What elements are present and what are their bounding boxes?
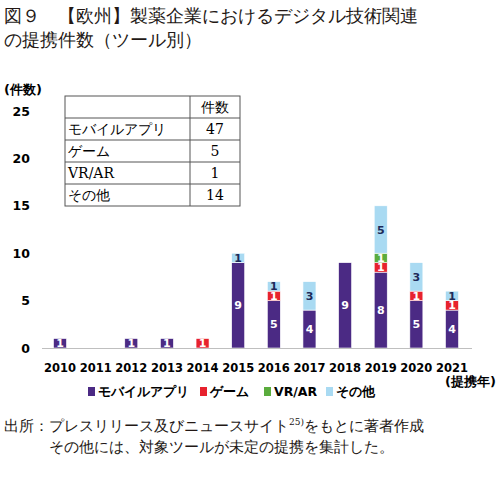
table-cell: モバイルアプリ xyxy=(68,121,166,137)
table-cell: その他 xyxy=(68,187,110,203)
data-label: 5 xyxy=(377,224,385,237)
legend-swatch xyxy=(326,387,333,396)
y-tick-label: 20 xyxy=(13,151,31,166)
table-cell: 5 xyxy=(211,143,220,159)
bar-segment xyxy=(89,348,102,349)
x-axis-line xyxy=(42,348,472,349)
source-text: 25) xyxy=(289,417,304,427)
title-line: 図９ 【欧州】製薬企業におけるデジタル技術関連 xyxy=(4,4,496,28)
data-label: 9 xyxy=(234,299,242,312)
bar-segment xyxy=(374,206,387,253)
x-tick-label: 2018 xyxy=(329,361,361,375)
source: 出所：プレスリリース及びニュースサイト25)をもとに著者作成 xyxy=(4,412,496,437)
x-tick-label: 2013 xyxy=(151,361,183,375)
table-cell: ゲーム xyxy=(68,143,110,159)
table-line xyxy=(190,96,191,206)
y-tick-label: 25 xyxy=(13,104,30,119)
data-label: 1 xyxy=(377,252,385,265)
x-tick-label: 2014 xyxy=(187,361,219,375)
table-line xyxy=(65,118,240,119)
data-label: 8 xyxy=(377,304,385,317)
data-label: 5 xyxy=(270,318,278,331)
legend-label: ゲーム xyxy=(209,384,249,399)
x-tick-label: 2011 xyxy=(80,361,112,375)
source-text: プレスリリース及びニュースサイト xyxy=(49,418,289,434)
table: 件数モバイルアプリ 47 ゲーム 5 VR/AR 1 その他 14 xyxy=(65,96,240,206)
legend: モバイルアプリ ゲーム VR/AR その他 xyxy=(88,384,376,399)
bars xyxy=(54,206,459,348)
bar-segment xyxy=(339,263,352,348)
legend-swatch xyxy=(264,387,271,396)
data-label: 3 xyxy=(306,290,314,303)
x-tick-label: 2016 xyxy=(258,361,290,375)
y-tick-label: 10 xyxy=(13,246,31,261)
table-frame xyxy=(65,96,240,206)
legend-label: その他 xyxy=(336,384,376,399)
data-label: 3 xyxy=(413,271,421,284)
table-cell: 1 xyxy=(211,165,220,181)
table-line xyxy=(65,184,240,185)
legend-label: モバイルアプリ xyxy=(98,384,189,399)
x-tick-label: 2020 xyxy=(400,361,432,375)
data-label: 1 xyxy=(448,290,456,303)
y-tick-label: 15 xyxy=(13,198,30,213)
source-text: をもとに著者作成 xyxy=(304,418,424,434)
y-tick-label: 0 xyxy=(21,341,30,356)
data-label: 9 xyxy=(341,299,349,312)
note: その他には、対象ツールが未定の提携を集計した。 xyxy=(4,437,496,458)
data-label: 4 xyxy=(306,323,314,336)
table-line xyxy=(65,162,240,163)
chart: (件数)051015202511119151143981155134112010… xyxy=(0,0,500,491)
legend-swatch xyxy=(88,387,95,396)
bar-segment xyxy=(339,262,352,263)
y-tick-label: 5 xyxy=(21,293,30,308)
bar-segment xyxy=(374,272,387,348)
notes: 出所：プレスリリース及びニュースサイト25)をもとに著者作成その他には、対象ツー… xyxy=(4,412,496,458)
x-tick-label: 2012 xyxy=(115,361,147,375)
y-axis-label: (件数) xyxy=(4,82,42,97)
bar-segment xyxy=(89,348,102,349)
x-tick-label: 2010 xyxy=(44,361,76,375)
data-label: 5 xyxy=(413,318,421,331)
bar-segment xyxy=(339,262,352,263)
x-axis-label: (提携年) xyxy=(445,374,496,389)
data-label: 4 xyxy=(448,323,456,336)
table-header: 件数 xyxy=(201,99,229,115)
bar-segment xyxy=(410,301,423,348)
bar-segment xyxy=(89,348,102,349)
source-text: 出所： xyxy=(4,418,49,434)
data-label: 1 xyxy=(234,252,242,265)
data-labels: 1111915114398115513411 xyxy=(56,224,456,351)
bar-segment xyxy=(89,348,102,349)
bar-segment xyxy=(303,282,316,310)
legend-label: VR/AR xyxy=(274,384,318,399)
x-tick-label: 2021 xyxy=(436,361,468,375)
x-tick-label: 2019 xyxy=(365,361,397,375)
bar-segment xyxy=(446,310,459,348)
table-line xyxy=(65,140,240,141)
bar-segment xyxy=(410,263,423,291)
data-label: 1 xyxy=(270,280,278,293)
bar-segment xyxy=(267,301,280,348)
table-cell: VR/AR xyxy=(67,165,114,181)
x-tick-label: 2017 xyxy=(293,361,325,375)
table-cell: 14 xyxy=(206,187,224,203)
title-line: の提携件数（ツール別） xyxy=(4,28,496,52)
bar-segment xyxy=(303,310,316,348)
bar-segment xyxy=(232,263,245,348)
bar-segment xyxy=(339,262,352,263)
data-label: 1 xyxy=(413,290,421,303)
x-tick-label: 2015 xyxy=(222,361,254,375)
title: 図９ 【欧州】製薬企業におけるデジタル技術関連の提携件数（ツール別） xyxy=(4,4,496,52)
table-cell: 47 xyxy=(206,121,224,137)
legend-swatch xyxy=(200,387,207,396)
